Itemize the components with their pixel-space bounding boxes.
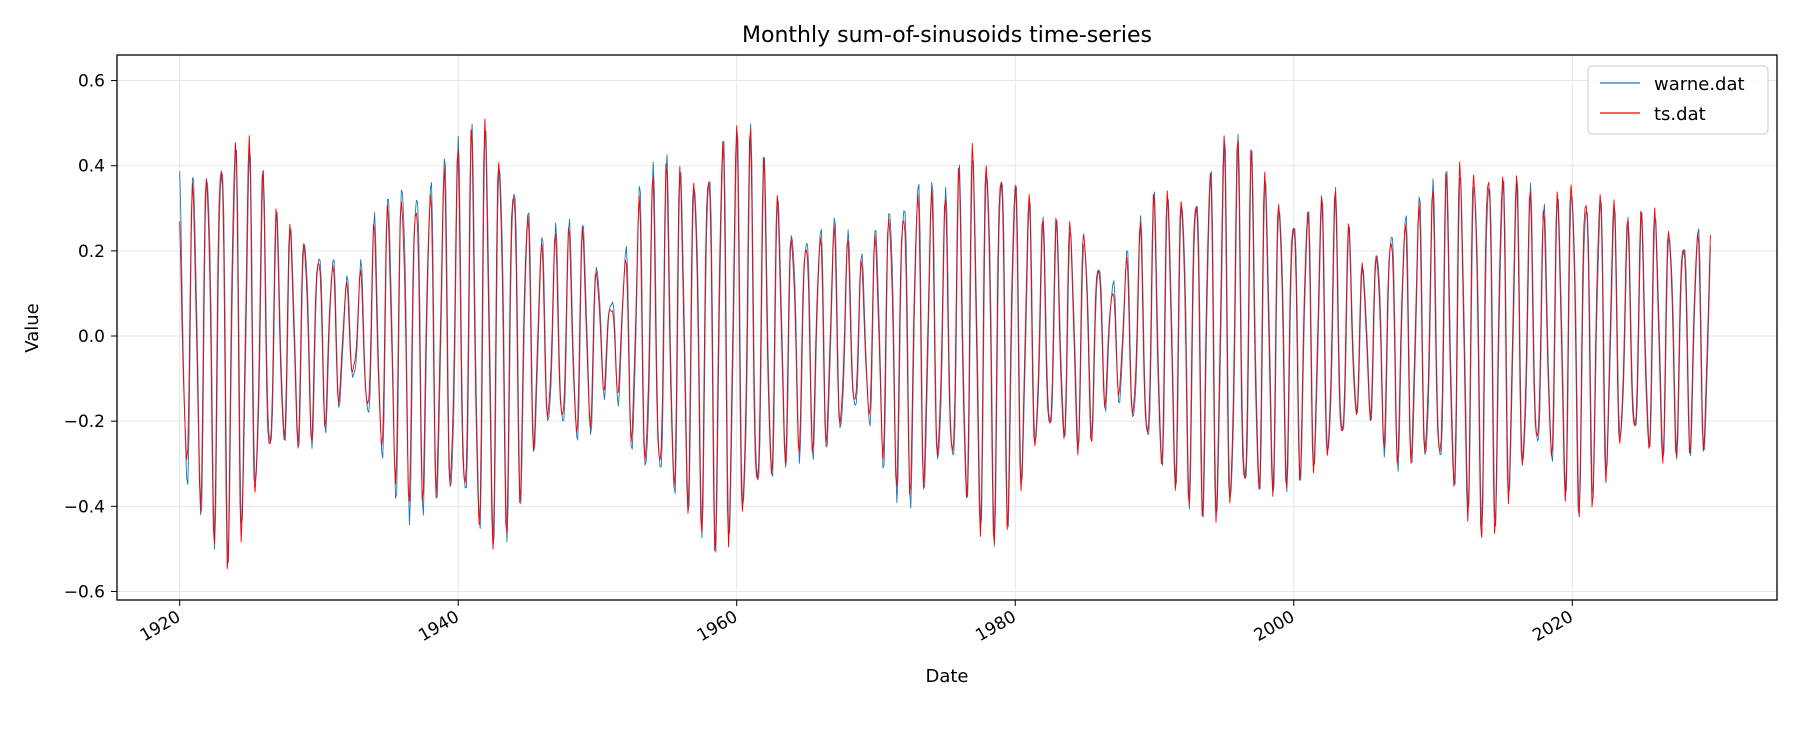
legend-label-ts-dat: ts.dat: [1654, 104, 1706, 125]
legend: warne.dat ts.dat: [1587, 65, 1769, 135]
y-axis-title: Value: [22, 303, 43, 352]
y-tick-label: 0.4: [78, 157, 105, 177]
y-tick-label: 0.2: [78, 242, 105, 262]
y-tick-label: 0.6: [78, 72, 105, 92]
chart-title: Monthly sum-of-sinusoids time-series: [742, 23, 1152, 48]
legend-label-warne-dat: warne.dat: [1654, 74, 1745, 95]
y-tick-label: −0.6: [64, 582, 105, 602]
y-tick-label: −0.2: [64, 412, 105, 432]
x-axis-title: Date: [925, 666, 968, 687]
series-layer: [179, 118, 1711, 570]
plot-frame: [116, 54, 1778, 601]
grid-layer: [117, 55, 1777, 600]
y-tick-label: −0.4: [64, 497, 105, 517]
series-line-ts-dat: [179, 118, 1711, 570]
y-tick-label: 0.0: [78, 327, 105, 347]
